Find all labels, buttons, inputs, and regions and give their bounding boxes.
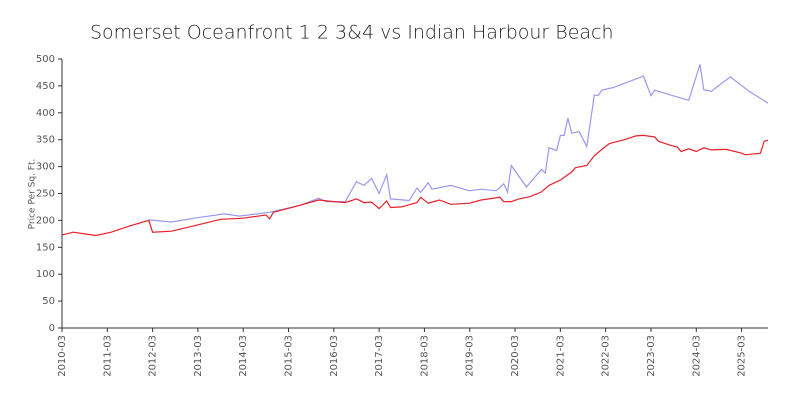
y-axis-label: Price Per Sq. Ft. (28, 159, 38, 230)
x-tick-label: 2013-03 (193, 335, 204, 377)
y-tick-label: 300 (36, 162, 55, 173)
x-tick-label: 2015-03 (284, 335, 295, 377)
x-tick-label: 2011-03 (102, 335, 113, 377)
series-line (61, 134, 769, 237)
y-tick-label: 500 (36, 54, 55, 65)
x-tick-label: 2018-03 (419, 335, 430, 377)
y-tick-label: 100 (36, 269, 55, 280)
series-line (148, 64, 769, 223)
y-tick-label: 0 (49, 323, 55, 334)
x-tick-label: 2025-03 (737, 335, 748, 377)
x-tick-label: 2014-03 (238, 335, 249, 377)
x-tick-label: 2010-03 (57, 335, 68, 377)
x-tick-label: 2019-03 (465, 335, 476, 377)
y-tick-label: 250 (36, 189, 55, 200)
x-tick-label: 2017-03 (374, 335, 385, 377)
x-tick-label: 2022-03 (601, 335, 612, 377)
y-tick-label: 150 (36, 242, 55, 253)
y-tick-label: 350 (36, 135, 55, 146)
y-tick-label: 50 (42, 296, 55, 307)
chart-title: Somerset Oceanfront 1 2 3&4 vs Indian Ha… (90, 22, 614, 44)
x-tick-label: 2024-03 (691, 335, 702, 377)
x-tick-label: 2012-03 (148, 335, 159, 377)
x-tick-label: 2023-03 (646, 335, 657, 377)
y-tick-label: 400 (36, 108, 55, 119)
y-tick-label: 200 (36, 215, 55, 226)
x-tick-label: 2016-03 (329, 335, 340, 377)
x-tick-label: 2020-03 (510, 335, 521, 377)
y-tick-label: 450 (36, 81, 55, 92)
x-tick-label: 2021-03 (555, 335, 566, 377)
